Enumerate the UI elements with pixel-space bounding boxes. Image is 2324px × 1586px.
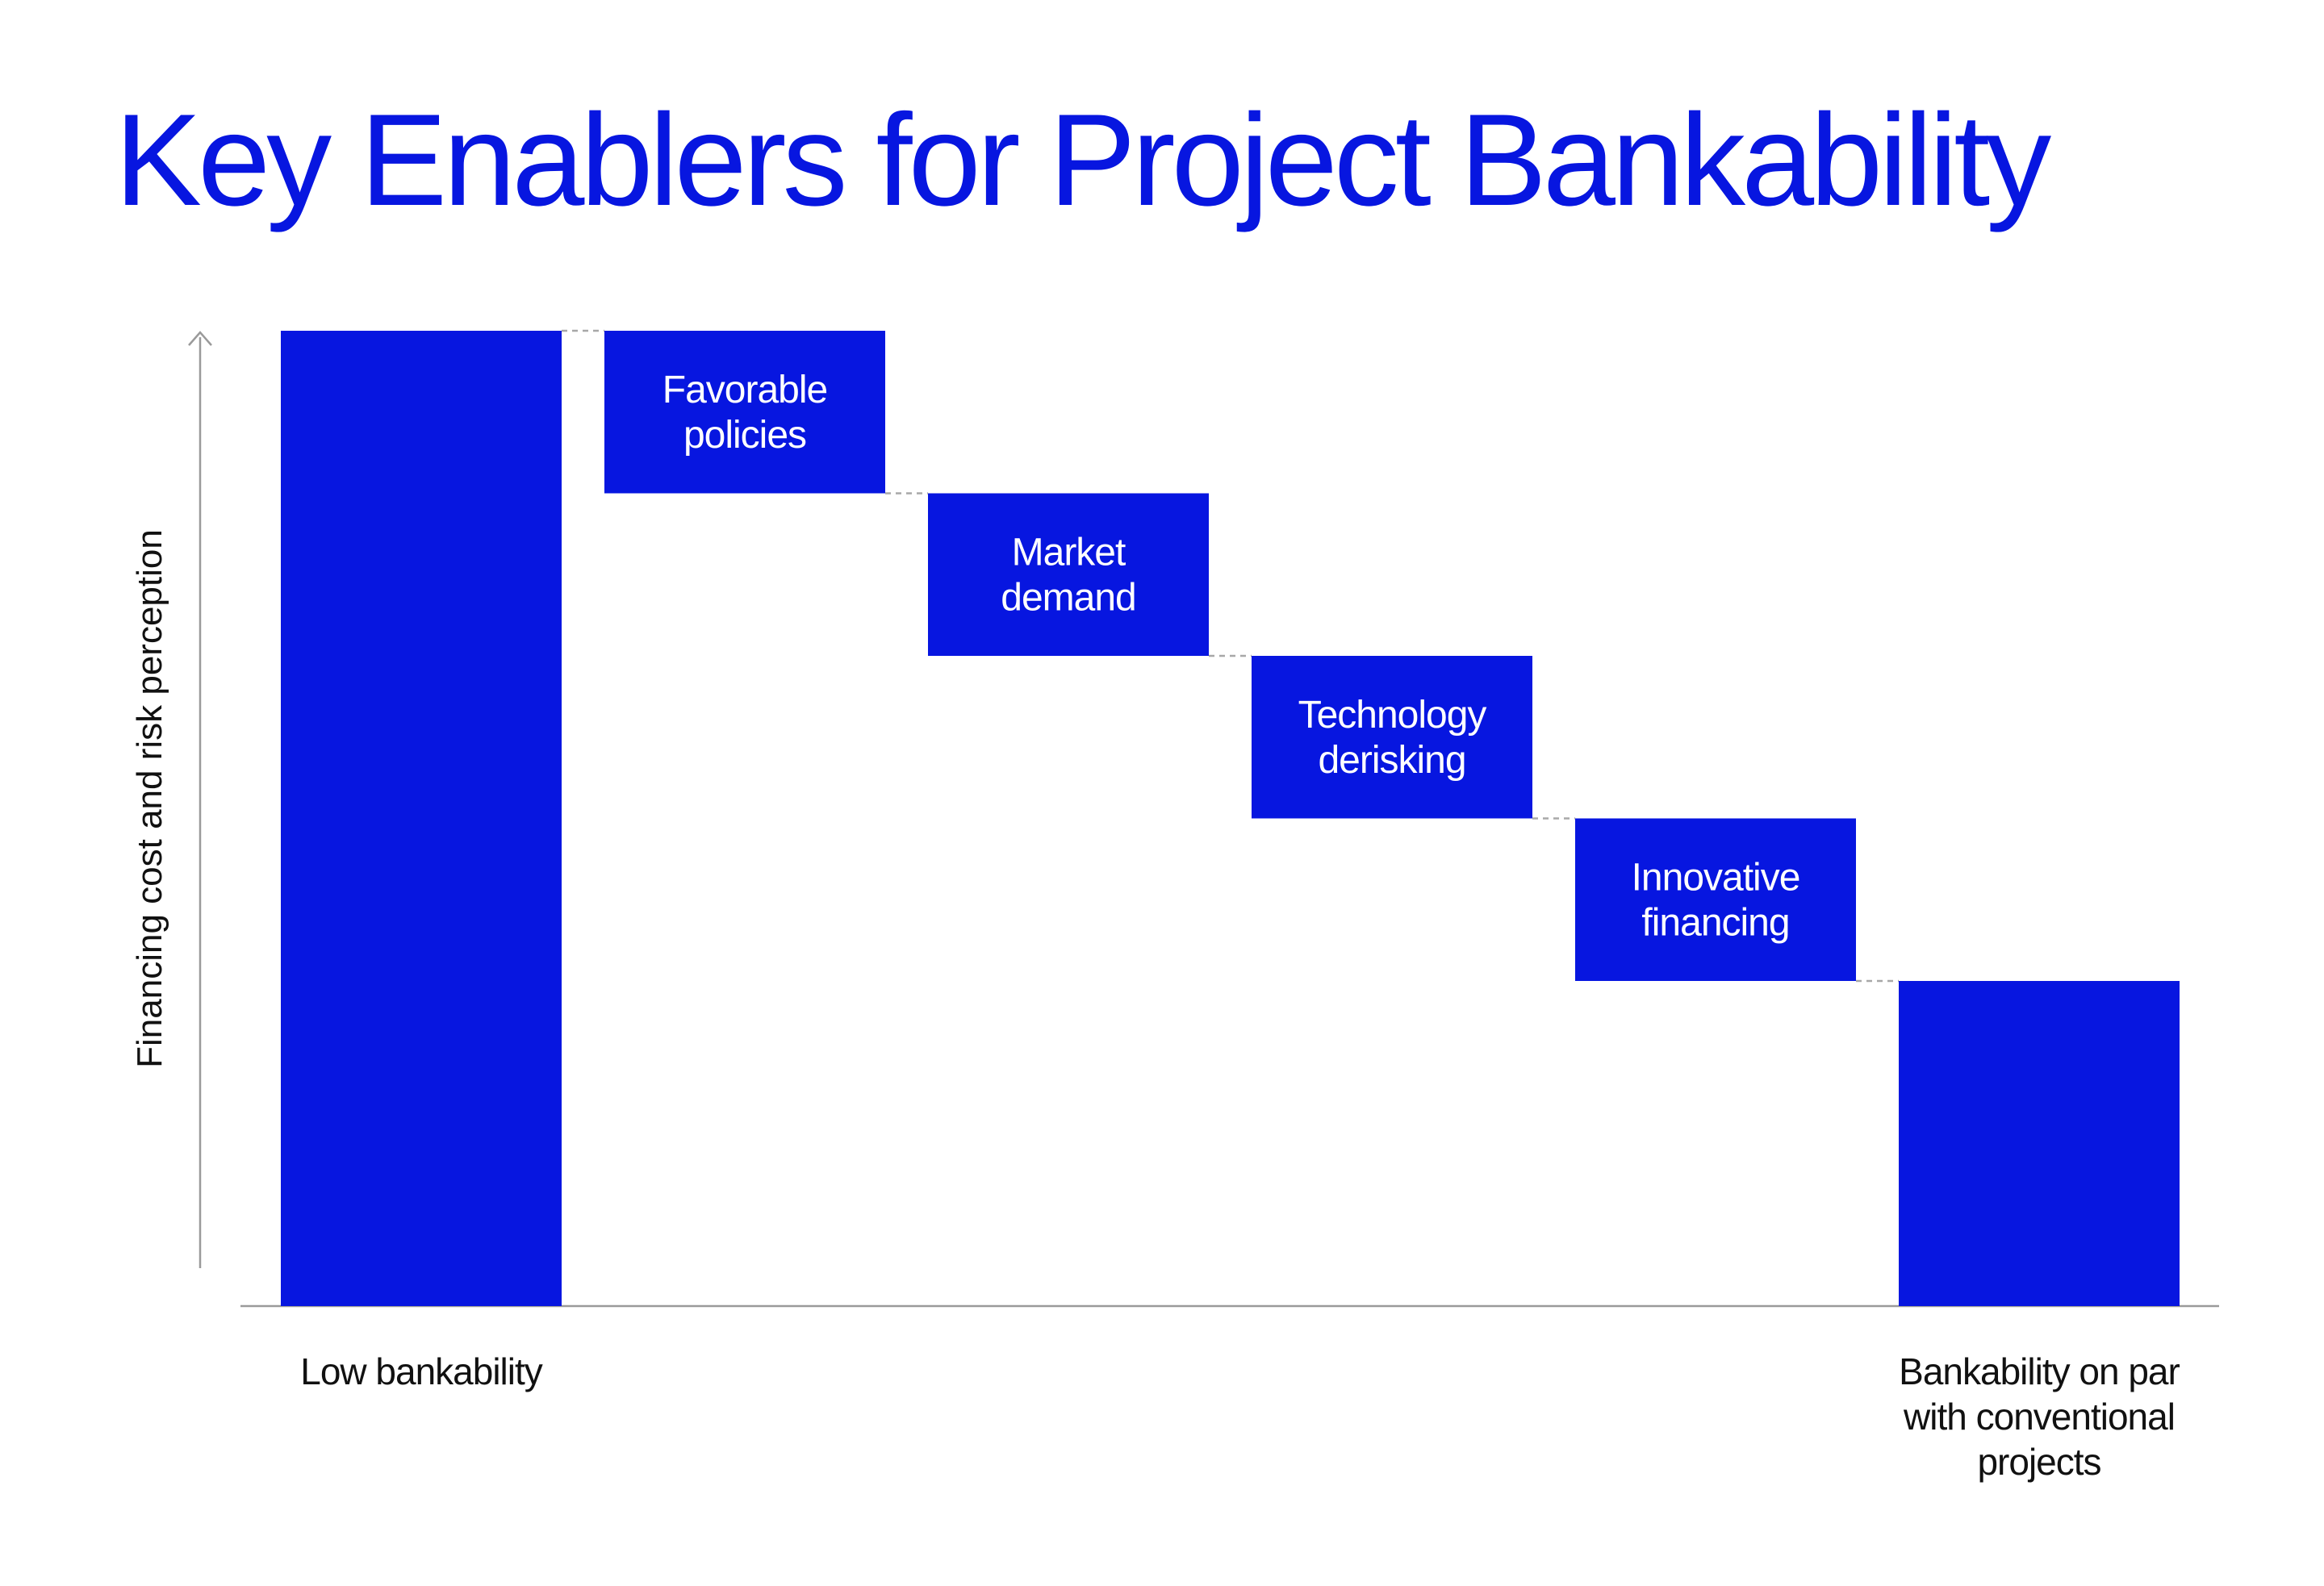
category-label: Low bankability bbox=[300, 1350, 543, 1392]
bar-favorable-policies bbox=[604, 331, 885, 494]
bar-innovative-financing bbox=[1575, 818, 1856, 981]
bar-total-start bbox=[281, 331, 562, 1306]
bar-technology-derisking bbox=[1252, 656, 1532, 819]
page-title: Key Enablers for Project Bankability bbox=[115, 87, 2051, 233]
bar-label: Market demand bbox=[1001, 531, 1135, 619]
bar-market-demand bbox=[928, 493, 1209, 656]
bar-label: Favorable policies bbox=[663, 369, 827, 457]
y-axis-arrow-icon bbox=[188, 331, 212, 346]
y-axis-label: Financing cost and risk perception bbox=[130, 529, 169, 1068]
bar-total-end bbox=[1899, 981, 2180, 1306]
bar-label: Technology derisking bbox=[1298, 694, 1487, 782]
category-label: Bankability on par with conventional proje… bbox=[1899, 1350, 2180, 1483]
bar-label: Innovative financing bbox=[1632, 856, 1800, 944]
bars-layer: Low bankability Favorable policies Market de… bbox=[281, 329, 2181, 1483]
